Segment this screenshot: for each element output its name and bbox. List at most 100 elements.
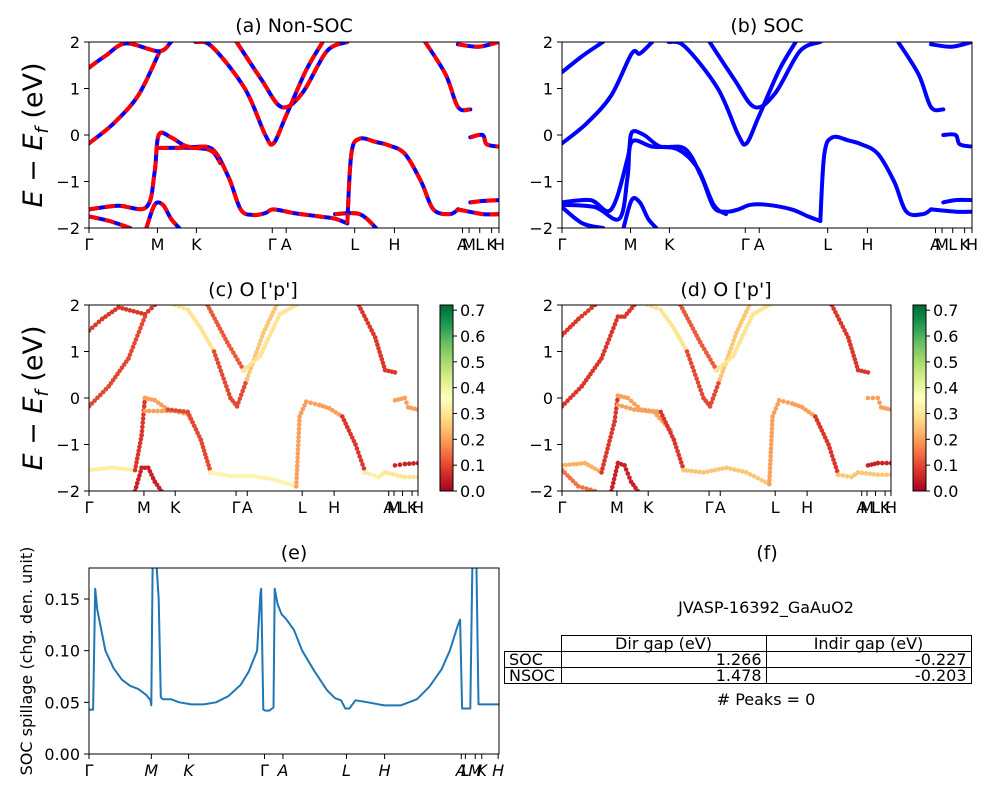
y-tick-label: −2 [529, 482, 553, 501]
data-point [836, 317, 842, 322]
data-point [138, 436, 144, 442]
data-point [571, 461, 576, 467]
data-point [849, 346, 854, 351]
colorbar-tick-label: 0.7 [933, 301, 958, 320]
y-tick-label: −1 [56, 173, 80, 192]
data-point [375, 342, 380, 348]
x-tick-label: M [462, 235, 476, 254]
data-point [664, 423, 670, 429]
data-point [255, 346, 261, 351]
panel-f-title: (f) [756, 542, 778, 564]
data-point [743, 309, 749, 315]
data-point [406, 461, 412, 467]
y-tick-label: 0.15 [44, 590, 80, 609]
y-tick-label: −1 [529, 173, 553, 192]
data-point [785, 400, 791, 405]
data-point [769, 422, 775, 427]
x-tick-label: Γ [85, 235, 94, 254]
data-point [884, 472, 889, 478]
data-point [712, 364, 717, 369]
data-point [844, 331, 849, 337]
data-point [727, 349, 732, 355]
data-point [888, 407, 891, 412]
data-point [247, 369, 252, 374]
data-point [351, 438, 357, 444]
data-point [775, 402, 780, 407]
data-point [714, 384, 720, 390]
data-point [173, 408, 179, 413]
data-point [402, 474, 408, 480]
data-point [713, 388, 718, 394]
data-point [834, 468, 840, 474]
data-point [727, 356, 733, 362]
data-point [681, 309, 687, 315]
data-point [614, 318, 619, 323]
data-point [828, 449, 834, 455]
data-point [411, 461, 416, 466]
data-point [348, 431, 353, 437]
data-point [671, 437, 677, 443]
data-point [615, 402, 621, 408]
data-point [755, 475, 761, 481]
data-point [742, 329, 747, 335]
data-point [142, 399, 147, 405]
data-point [768, 442, 774, 447]
data-point [261, 346, 266, 352]
data-point [717, 377, 723, 382]
data-point [599, 470, 604, 475]
data-point [736, 468, 741, 473]
colorbar-tick-label: 0.6 [933, 327, 958, 346]
data-point [117, 466, 123, 471]
data-point [706, 353, 711, 359]
data-point [208, 309, 214, 315]
data-point [266, 336, 271, 342]
x-tick-label: K [407, 498, 418, 517]
data-point [258, 338, 263, 343]
data-point [606, 442, 611, 448]
data-point [599, 356, 604, 361]
colorbar-tick-label: 0.6 [460, 327, 485, 346]
data-point [877, 400, 882, 405]
data-point [582, 311, 588, 316]
data-point [89, 325, 95, 330]
data-point [97, 392, 103, 398]
data-point [214, 356, 220, 362]
spillage-line [89, 568, 499, 712]
data-point [697, 384, 702, 389]
data-point [870, 395, 876, 401]
data-point [692, 329, 698, 335]
data-point [836, 472, 841, 478]
data-point [296, 422, 302, 428]
data-point [151, 408, 156, 414]
panel-b-title: (b) SOC [730, 15, 803, 37]
data-point [139, 432, 144, 438]
data-point [244, 365, 250, 370]
data-point [146, 408, 152, 414]
data-point [845, 335, 851, 340]
data-point [138, 311, 144, 316]
data-point [615, 397, 620, 403]
header-dir-gap: Dir gap (eV) [560, 635, 767, 652]
data-point [224, 339, 230, 345]
data-point [116, 305, 121, 310]
data-point [613, 410, 619, 416]
data-point [415, 407, 418, 412]
band-line [457, 207, 499, 217]
x-tick-label: L [342, 761, 351, 780]
data-point [238, 392, 244, 398]
colorbar-tick-label: 0.5 [933, 353, 958, 372]
data-point [204, 455, 209, 461]
x-tick-label: H [492, 761, 504, 780]
x-tick-label: Γ [232, 498, 241, 517]
data-point [140, 424, 145, 430]
band-line [334, 211, 378, 228]
data-point [239, 473, 245, 479]
data-point [632, 401, 637, 407]
data-point [579, 313, 585, 319]
data-point [737, 339, 742, 345]
data-point [136, 448, 142, 454]
data-point [768, 446, 774, 451]
data-point [278, 479, 284, 485]
data-point [668, 430, 673, 436]
data-point [737, 323, 742, 329]
